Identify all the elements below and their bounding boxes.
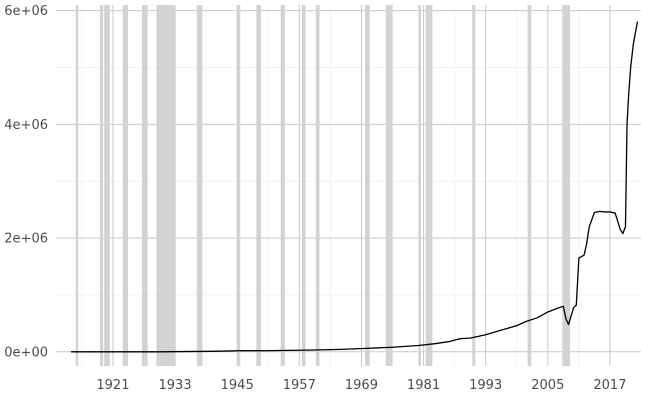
recession-band [425, 5, 433, 366]
y-tick-label: 2e+06 [4, 232, 48, 247]
y-axis: 0e+00 2e+06 4e+06 6e+06 [4, 4, 48, 360]
recession-band [365, 5, 370, 366]
recession-band [75, 5, 79, 366]
recession-band [472, 5, 476, 366]
recession-band [301, 5, 306, 366]
x-tick-label: 1993 [469, 378, 502, 393]
x-tick-label: 1921 [96, 378, 129, 393]
recession-band [141, 5, 148, 366]
recession-band [527, 5, 532, 366]
recession-band [156, 5, 176, 366]
recession-band [236, 5, 241, 366]
x-tick-label: 1957 [283, 378, 316, 393]
x-axis: 1921 1933 1945 1957 1969 1981 1993 2005 2017 [96, 378, 626, 393]
recession-band [315, 5, 320, 366]
y-tick-label: 0e+00 [4, 345, 48, 360]
series-line [70, 21, 639, 353]
recession-band [196, 5, 203, 366]
recession-shading [75, 5, 571, 366]
recession-band [256, 5, 262, 366]
x-tick-label: 1945 [221, 378, 254, 393]
x-tick-label: 2017 [593, 378, 626, 393]
x-tick-label: 1933 [159, 378, 192, 393]
recession-band [562, 5, 571, 366]
recession-band [280, 5, 285, 366]
x-tick-label: 1981 [407, 378, 440, 393]
x-tick-label: 1969 [345, 378, 378, 393]
recession-band [385, 5, 393, 366]
series-lines [70, 21, 639, 353]
recession-band [122, 5, 128, 366]
y-tick-label: 4e+06 [4, 118, 48, 133]
recession-band [100, 5, 104, 366]
recession-band [104, 5, 110, 366]
y-tick-label: 6e+06 [4, 4, 48, 19]
recession-band [418, 5, 421, 366]
x-tick-label: 2005 [531, 378, 564, 393]
